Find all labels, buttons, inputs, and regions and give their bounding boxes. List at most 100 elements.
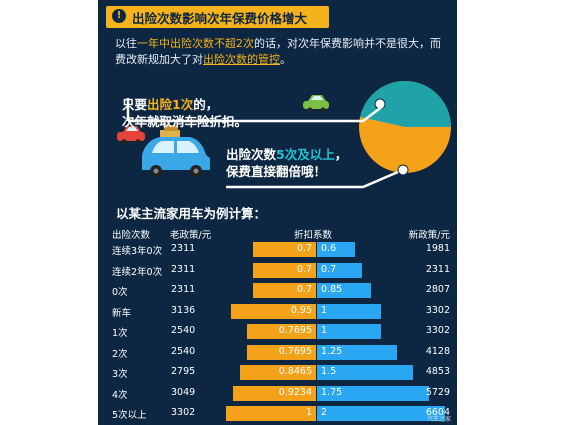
new-coefficient-bar bbox=[317, 406, 445, 421]
new-coefficient-bar bbox=[317, 344, 397, 360]
claim-count-label: 2次 bbox=[112, 348, 128, 360]
old-premium-value: 2311 bbox=[171, 243, 196, 254]
callout1-highlight: 出险1次 bbox=[147, 97, 194, 112]
table-row: 0次 2311 0.7 0.85 2807 bbox=[98, 281, 457, 300]
old-coefficient-label: 0.7695 bbox=[278, 325, 312, 336]
title-banner: ! 出险次数影响次年保费价格增大 bbox=[106, 6, 329, 28]
old-coefficient-bar bbox=[246, 344, 316, 360]
old-coefficient-label: 0.7 bbox=[296, 243, 312, 254]
intro-text-1: 以往 bbox=[115, 37, 137, 50]
column-header-coef: 折扣系数 bbox=[294, 230, 333, 241]
old-coefficient-label: 0.7695 bbox=[278, 345, 312, 357]
new-coefficient-label: 0.6 bbox=[321, 243, 337, 254]
table-row: 1次 2540 0.7695 1 3302 bbox=[98, 322, 457, 341]
new-coefficient-label: 2 bbox=[321, 407, 328, 418]
old-coefficient-label: 0.7 bbox=[296, 263, 312, 275]
page-title: 出险次数影响次年保费价格增大 bbox=[132, 11, 308, 26]
callout1-text-b: 的， bbox=[193, 97, 219, 112]
new-premium-value: 1981 bbox=[425, 243, 450, 254]
new-coefficient-bar bbox=[317, 365, 413, 380]
source-credit: 汽车之家 bbox=[426, 416, 451, 423]
blue-car-icon bbox=[142, 125, 210, 177]
new-coefficient-label: 0.85 bbox=[321, 284, 343, 295]
new-coefficient-bar bbox=[317, 262, 362, 278]
new-premium-value: 5729 bbox=[425, 386, 450, 398]
new-premium-value: 2311 bbox=[425, 263, 450, 275]
green-car-icon bbox=[303, 95, 329, 113]
old-coefficient-bar bbox=[253, 283, 316, 298]
table-row: 5次以上 3302 1 2 6604 bbox=[98, 404, 457, 423]
new-coefficient-label: 1.75 bbox=[321, 386, 343, 398]
old-premium-value: 2311 bbox=[171, 263, 196, 275]
column-header-old: 老政策/元 bbox=[170, 230, 212, 241]
old-coefficient-bar bbox=[226, 406, 316, 421]
new-premium-value: 6604 bbox=[425, 407, 450, 418]
old-premium-value: 2311 bbox=[171, 284, 196, 295]
old-coefficient-label: 1 bbox=[305, 407, 312, 418]
new-coefficient-bar bbox=[317, 324, 381, 339]
callout2-line2: 保费直接翻倍哦！ bbox=[226, 164, 327, 179]
column-header-new: 新政策/元 bbox=[408, 230, 450, 241]
claim-count-label: 连续3年0次 bbox=[112, 246, 163, 257]
old-premium-value: 2540 bbox=[171, 325, 196, 336]
example-heading: 以某主流家用车为例计算： bbox=[116, 206, 267, 221]
intro-paragraph: 以往一年中出险次数不超2次的话，对次年保费影响并不是很大，而费改新规加大了对出险… bbox=[115, 36, 451, 68]
bubble1-bracket bbox=[126, 98, 384, 123]
new-premium-value: 3302 bbox=[425, 304, 450, 316]
new-coefficient-label: 0.7 bbox=[321, 263, 337, 275]
table-row: 连续2年0次 2311 0.7 0.7 2311 bbox=[98, 261, 457, 280]
old-coefficient-bar bbox=[230, 303, 316, 319]
new-coefficient-label: 1 bbox=[321, 325, 328, 336]
new-premium-value: 2807 bbox=[425, 284, 450, 295]
table-row: 新车 3136 0.95 1 3302 bbox=[98, 302, 457, 321]
infographic-poster: ! 出险次数影响次年保费价格增大 以往一年中出险次数不超2次的话，对次年保费影响… bbox=[98, 0, 457, 425]
table-row: 连续3年0次 2311 0.7 0.6 1981 bbox=[98, 240, 457, 259]
table-row: 3次 2795 0.8465 1.5 4853 bbox=[98, 363, 457, 382]
callout-one-claim: 只要出险1次的， 次年就取消车险折扣。 bbox=[122, 96, 247, 130]
old-coefficient-bar bbox=[246, 324, 316, 339]
bubble2-bracket bbox=[226, 170, 399, 189]
old-coefficient-bar bbox=[239, 365, 316, 380]
new-coefficient-bar bbox=[317, 242, 356, 257]
callout2-text-a: 出险次数 bbox=[226, 147, 277, 162]
old-premium-value: 3302 bbox=[171, 407, 196, 418]
new-premium-value: 4853 bbox=[425, 366, 450, 377]
pie-chart-icon bbox=[359, 80, 451, 176]
old-premium-value: 3049 bbox=[171, 386, 196, 398]
new-premium-value: 3302 bbox=[425, 325, 450, 336]
callout2-highlight: 5次及以上 bbox=[276, 147, 335, 162]
intro-highlight-2: 出险次数的管控 bbox=[203, 53, 280, 66]
table-row: 4次 3049 0.9234 1.75 5729 bbox=[98, 384, 457, 403]
callout1-line2: 次年就取消车险折扣。 bbox=[122, 114, 248, 129]
table-row: 2次 2540 0.7695 1.25 4128 bbox=[98, 343, 457, 362]
old-premium-value: 2795 bbox=[171, 366, 196, 377]
claim-count-label: 4次 bbox=[112, 389, 128, 401]
claim-count-label: 1次 bbox=[112, 328, 128, 339]
callout1-text-a: 只要 bbox=[122, 97, 148, 112]
claim-count-label: 3次 bbox=[112, 369, 128, 380]
old-coefficient-label: 0.95 bbox=[290, 304, 312, 316]
new-coefficient-bar bbox=[317, 385, 429, 401]
old-premium-value: 2540 bbox=[171, 345, 196, 357]
old-coefficient-label: 0.7 bbox=[296, 284, 312, 295]
intro-text-3: 。 bbox=[280, 53, 291, 66]
old-coefficient-bar bbox=[253, 242, 316, 257]
new-premium-value: 4128 bbox=[425, 345, 450, 357]
old-coefficient-label: 0.9234 bbox=[278, 386, 312, 398]
intro-text-2: 的话，对次年保费影响并不是很大，而费改新规加大了对 bbox=[115, 37, 441, 66]
callout-five-claims: 出险次数5次及以上， 保费直接翻倍哦！ bbox=[226, 146, 347, 180]
illustration bbox=[117, 80, 451, 189]
old-coefficient-label: 0.8465 bbox=[278, 366, 312, 377]
callout2-text-b: ， bbox=[334, 147, 348, 162]
claim-count-label: 0次 bbox=[112, 287, 128, 298]
claim-count-label: 5次以上 bbox=[112, 410, 147, 421]
info-icon: ! bbox=[112, 9, 126, 23]
old-coefficient-bar bbox=[253, 262, 316, 278]
red-car-icon bbox=[117, 126, 145, 145]
column-header-count: 出险次数 bbox=[112, 230, 151, 241]
claim-count-label: 连续2年0次 bbox=[112, 266, 163, 278]
old-coefficient-bar bbox=[232, 385, 316, 401]
intro-highlight-1: 一年中出险次数不超2次 bbox=[137, 37, 254, 50]
new-coefficient-bar bbox=[317, 283, 372, 298]
new-coefficient-bar bbox=[317, 303, 381, 319]
